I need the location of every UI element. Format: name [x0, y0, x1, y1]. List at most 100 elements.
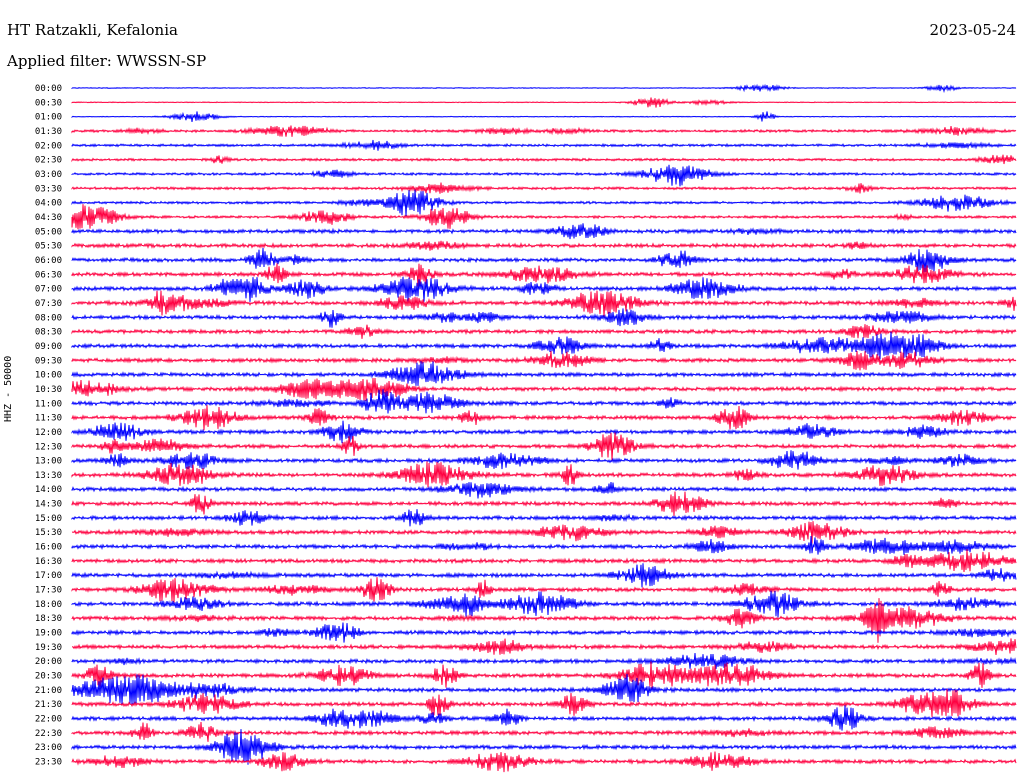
trace-3 [71, 125, 1017, 137]
tick-label-37: 18:30 [35, 614, 62, 624]
date-label: 2023-05-24 [929, 21, 1016, 39]
trace-35 [71, 577, 1017, 603]
tick-label-32: 16:00 [35, 543, 62, 553]
trace-22 [71, 389, 1017, 414]
tick-label-22: 11:00 [35, 399, 62, 409]
trace-23 [71, 405, 1017, 431]
tick-label-11: 05:30 [35, 242, 62, 252]
tick-label-3: 01:30 [35, 127, 62, 137]
trace-38 [71, 622, 1017, 643]
tick-label-0: 00:00 [35, 84, 62, 94]
trace-9 [71, 204, 1017, 230]
filter-label: Applied filter: WWSSN-SP [7, 52, 207, 70]
trace-13 [71, 263, 1017, 287]
trace-31 [71, 521, 1017, 544]
tick-label-16: 08:00 [35, 313, 62, 323]
tick-label-33: 16:30 [35, 557, 62, 567]
trace-34 [71, 563, 1017, 588]
tick-label-27: 13:30 [35, 471, 62, 481]
trace-8 [71, 189, 1017, 217]
tick-label-47: 23:30 [35, 758, 62, 768]
tick-label-43: 21:30 [35, 700, 62, 710]
tick-label-23: 11:30 [35, 414, 62, 424]
trace-19 [71, 350, 1017, 371]
tick-label-group: 00:00 00:30 01:00 01:30 02:00 02:30 03:00 03:30… [35, 84, 62, 768]
tick-label-26: 13:00 [35, 457, 62, 467]
tick-label-19: 09:30 [35, 356, 62, 366]
trace-0 [71, 83, 1017, 94]
trace-24 [71, 420, 1017, 444]
tick-label-17: 08:30 [35, 328, 62, 338]
trace-36 [71, 590, 1017, 618]
tick-label-40: 20:00 [35, 657, 62, 667]
tick-label-5: 02:30 [35, 156, 62, 166]
trace-46 [71, 729, 1017, 765]
trace-4 [71, 139, 1017, 151]
trace-27 [71, 461, 1017, 488]
trace-14 [71, 276, 1017, 302]
trace-20 [71, 361, 1017, 386]
trace-1 [71, 97, 1017, 108]
tick-label-4: 02:00 [35, 141, 62, 151]
trace-44 [71, 705, 1017, 731]
tick-label-38: 19:00 [35, 629, 62, 639]
tick-label-24: 12:00 [35, 428, 62, 438]
trace-10 [71, 223, 1017, 240]
tick-label-29: 14:30 [35, 500, 62, 510]
tick-label-8: 04:00 [35, 199, 62, 209]
trace-7 [71, 182, 1017, 194]
station-title: HT Ratzakli, Kefalonia [7, 21, 178, 39]
tick-label-35: 17:30 [35, 586, 62, 596]
tick-label-30: 15:00 [35, 514, 62, 524]
tick-label-10: 05:00 [35, 227, 62, 237]
trace-41 [71, 661, 1017, 690]
tick-label-13: 06:30 [35, 270, 62, 280]
trace-43 [71, 688, 1017, 717]
trace-37 [71, 598, 1017, 643]
tick-label-34: 17:00 [35, 571, 62, 581]
trace-33 [71, 549, 1017, 573]
tick-label-39: 19:30 [35, 643, 62, 653]
tick-label-46: 23:00 [35, 743, 62, 753]
trace-39 [71, 638, 1017, 655]
trace-30 [71, 509, 1017, 527]
trace-21 [71, 377, 1017, 401]
tick-label-36: 18:00 [35, 600, 62, 610]
trace-2 [71, 111, 1017, 122]
tick-label-6: 03:00 [35, 170, 62, 180]
trace-15 [71, 290, 1017, 317]
tick-label-44: 22:00 [35, 715, 62, 725]
trace-12 [71, 247, 1017, 273]
tick-label-1: 00:30 [35, 98, 62, 108]
trace-47 [71, 751, 1017, 773]
tick-label-2: 01:00 [35, 113, 62, 123]
tick-label-7: 03:30 [35, 184, 62, 194]
tick-label-21: 10:30 [35, 385, 62, 395]
trace-16 [71, 308, 1017, 328]
tick-label-12: 06:00 [35, 256, 62, 266]
trace-5 [71, 154, 1017, 165]
trace-6 [71, 164, 1017, 187]
tick-label-15: 07:30 [35, 299, 62, 309]
tick-label-18: 09:00 [35, 342, 62, 352]
trace-42 [71, 673, 1017, 705]
tick-label-9: 04:30 [35, 213, 62, 223]
trace-26 [71, 450, 1017, 470]
trace-40 [71, 652, 1017, 670]
trace-29 [71, 491, 1017, 516]
tick-label-25: 12:30 [35, 442, 62, 452]
tick-label-14: 07:00 [35, 285, 62, 295]
tick-label-31: 15:30 [35, 528, 62, 538]
trace-45 [71, 721, 1017, 742]
trace-32 [71, 535, 1017, 555]
tick-label-28: 14:00 [35, 485, 62, 495]
tick-label-45: 22:30 [35, 729, 62, 739]
tick-label-42: 21:00 [35, 686, 62, 696]
trace-11 [71, 240, 1017, 251]
trace-25 [71, 432, 1017, 461]
tick-label-41: 20:30 [35, 672, 62, 682]
trace-18 [71, 331, 1017, 360]
trace-17 [71, 324, 1017, 339]
tick-label-20: 10:00 [35, 371, 62, 381]
